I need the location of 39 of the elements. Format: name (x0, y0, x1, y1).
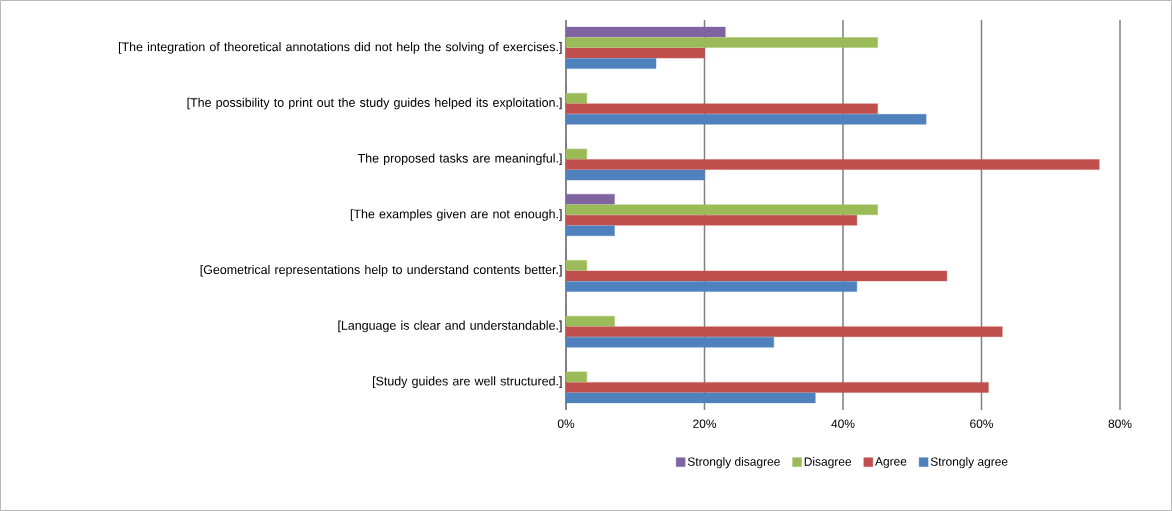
legend-label: Agree (875, 457, 907, 469)
bar (565, 93, 587, 104)
bar (565, 371, 587, 383)
bar (565, 260, 587, 271)
bar (565, 326, 1003, 337)
x-tick-label: 0% (557, 419, 575, 428)
bar (565, 315, 615, 327)
x-tick-label: 20% (693, 419, 717, 428)
legend-label: Strongly disagree (687, 457, 780, 469)
legend-label: Strongly agree (930, 457, 1008, 469)
bar (565, 204, 878, 215)
bar (565, 47, 705, 59)
y-tick-label: [Study guides are well structured.] (373, 376, 562, 388)
x-tick-label: 60% (970, 419, 994, 428)
bar (565, 159, 1100, 170)
bar (565, 37, 878, 48)
bar (565, 26, 726, 38)
x-tick-label: 40% (831, 419, 855, 428)
legend-label: Disagree (804, 457, 852, 469)
bar (565, 336, 774, 348)
bar (565, 215, 858, 226)
y-tick-label: The proposed tasks are meaningful.] (357, 153, 562, 166)
y-tick-label: [Geometrical representations help to understand contents better.] (200, 264, 562, 277)
y-tick-label: [The examples given are not enough.] (350, 209, 562, 221)
x-tick-label: 80% (1108, 419, 1132, 428)
y-tick-label: [Language is clear and understandable.] (338, 320, 562, 333)
bar (565, 281, 858, 292)
bar (565, 169, 705, 181)
bar (565, 225, 615, 236)
bar (565, 103, 878, 115)
y-tick-label: [The integration of theoretical annotations did not help the solving of exercises.] (118, 42, 562, 54)
y-tick-label: [The possibility to print out the study guides helped its exploitation.] (187, 97, 562, 110)
bar (565, 114, 927, 125)
bar (565, 392, 816, 404)
bar (565, 194, 615, 205)
bar (565, 148, 587, 160)
bar (565, 58, 657, 69)
bar (565, 382, 989, 393)
bar (565, 270, 948, 282)
